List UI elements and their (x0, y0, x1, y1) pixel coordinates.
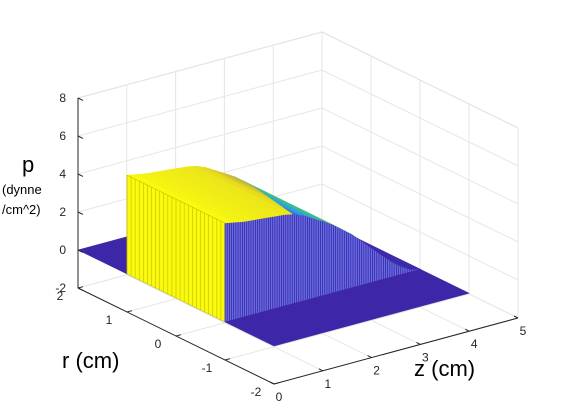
y-tick-label: -1 (202, 361, 213, 375)
z-axis-label-main: p (22, 152, 34, 177)
grid-line-z (77, 107, 519, 205)
x-tick-label: 4 (471, 337, 478, 351)
y-axis-ticks: -2 -1 0 1 2 (57, 286, 280, 399)
z-axis-label-line2: (dynne (2, 182, 42, 197)
y-tick-mark (224, 358, 231, 361)
z-tick-mark (77, 287, 84, 291)
x-tick-label: 5 (520, 324, 527, 338)
z-tick-mark (77, 173, 84, 177)
z-axis-ticks: -2 0 2 4 6 8 (55, 91, 84, 295)
y-tick-mark (77, 286, 84, 289)
y-tick-mark (273, 382, 280, 385)
x-tick-label: 1 (324, 377, 331, 391)
y-tick-mark (126, 310, 133, 313)
y-tick-label: -2 (251, 385, 262, 399)
y-tick-label: 2 (57, 289, 64, 303)
x-tick-label: 3 (422, 350, 429, 364)
grid-line-z (77, 69, 519, 167)
z-tick-mark (77, 97, 84, 101)
z-tick-label: 4 (59, 167, 66, 181)
y-axis-label: r (cm) (62, 348, 119, 373)
x-axis-label: z (cm) (414, 356, 475, 381)
z-axis-label-line3: /cm^2) (2, 202, 41, 217)
x-tick-mark (318, 368, 324, 372)
x-tick-mark (513, 315, 519, 319)
x-tick-mark (464, 328, 470, 332)
x-axis-ticks: 0 1 2 3 4 5 (269, 315, 527, 404)
z-tick-mark (77, 249, 84, 253)
z-tick-mark (77, 135, 84, 139)
floor-strip-near (224, 268, 470, 347)
x-tick-label: 2 (373, 364, 380, 378)
z-tick-label: -2 (55, 281, 66, 295)
grid-line-z (77, 31, 519, 129)
z-tick-label: 8 (59, 91, 66, 105)
x-tick-mark (269, 381, 275, 385)
x-tick-mark (416, 341, 421, 345)
y-tick-label: 0 (155, 337, 162, 351)
z-tick-label: 0 (59, 243, 66, 257)
axis-line (273, 317, 519, 385)
z-tick-label: 6 (59, 129, 66, 143)
y-tick-mark (175, 334, 182, 337)
pressure-surface (77, 165, 470, 347)
x-tick-mark (367, 355, 372, 359)
z-tick-label: 2 (59, 205, 66, 219)
y-tick-label: 1 (106, 313, 113, 327)
z-tick-mark (77, 211, 84, 215)
x-tick-label: 0 (276, 390, 283, 404)
